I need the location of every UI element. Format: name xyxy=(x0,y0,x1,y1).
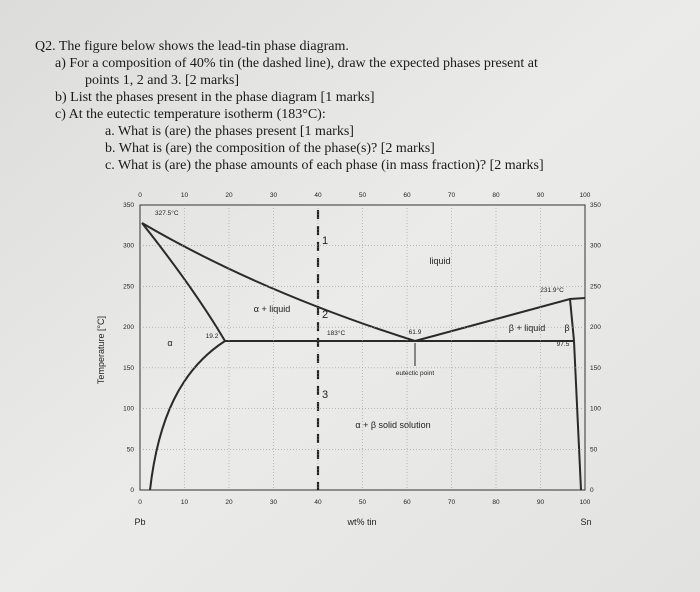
composition-tick-label: 10 xyxy=(181,192,189,199)
question: Q2. The figure below shows the lead-tin … xyxy=(35,39,544,173)
temperature-tick-label: 300 xyxy=(590,243,601,250)
right-end-label: Sn xyxy=(580,517,591,527)
composition-tick-label: 30 xyxy=(270,192,278,199)
temperature-tick-label: 100 xyxy=(123,406,134,413)
temperature-tick-label: 150 xyxy=(123,365,134,372)
question-title: Q2. The figure below shows the lead-tin … xyxy=(35,39,349,54)
temperature-tick-label: 250 xyxy=(123,283,134,290)
label: 97.5 xyxy=(557,341,570,348)
label: 231.9°C xyxy=(540,286,564,294)
temperature-tick-label: 200 xyxy=(590,324,601,331)
question-line: points 1, 2 and 3. [2 marks] xyxy=(85,73,239,88)
temperature-tick-label: 0 xyxy=(590,487,594,494)
label: α xyxy=(167,338,172,348)
alpha-solvus xyxy=(149,340,226,491)
composition-tick-label: 90 xyxy=(537,192,545,199)
composition-tick-label: 40 xyxy=(314,192,322,199)
composition-tick-label: 0 xyxy=(138,499,142,506)
composition-tick-label: 10 xyxy=(181,499,189,506)
question-line: b) List the phases present in the phase … xyxy=(55,90,375,105)
label: β xyxy=(564,323,569,333)
composition-tick-label: 100 xyxy=(580,499,591,506)
phase-diagram: 327.5°C liquid α + liquid 1 2 3 183°C 61… xyxy=(96,192,601,527)
temperature-tick-label: 250 xyxy=(590,283,601,290)
beta-solvus xyxy=(573,340,582,491)
question-line: b. What is (are) the composition of the … xyxy=(105,141,435,156)
composition-tick-label: 20 xyxy=(225,192,233,199)
composition-tick-label: 90 xyxy=(537,499,545,506)
label: α + β solid solution xyxy=(355,420,430,430)
label: 19.2 xyxy=(206,333,219,340)
composition-tick-label: 0 xyxy=(138,192,142,199)
composition-tick-label: 20 xyxy=(225,499,233,506)
temperature-tick-label: 50 xyxy=(127,446,135,453)
alpha-solidus xyxy=(141,222,226,342)
composition-tick-label: 100 xyxy=(580,192,591,199)
temperature-tick-label: 100 xyxy=(590,406,601,413)
composition-tick-label: 30 xyxy=(270,499,278,506)
label: eutectic point xyxy=(396,370,434,377)
question-line: c) At the eutectic temperature isotherm … xyxy=(55,107,326,122)
composition-tick-label: 50 xyxy=(359,499,367,506)
temperature-tick-label: 50 xyxy=(590,446,598,453)
question-line: a) For a composition of 40% tin (the das… xyxy=(55,56,538,71)
x-axis-label: wt% tin xyxy=(346,517,376,527)
left-end-label: Pb xyxy=(134,517,145,527)
label: 2 xyxy=(322,309,328,321)
temperature-tick-label: 150 xyxy=(590,365,601,372)
composition-tick-label: 70 xyxy=(448,499,456,506)
composition-tick-label: 60 xyxy=(403,499,411,506)
composition-tick-label: 40 xyxy=(314,499,322,506)
temperature-tick-label: 200 xyxy=(123,324,134,331)
composition-tick-label: 80 xyxy=(492,499,500,506)
label: 327.5°C xyxy=(155,209,179,217)
label: 183°C xyxy=(327,329,345,337)
label: 1 xyxy=(322,235,328,247)
label: β + liquid xyxy=(509,323,545,333)
label: 3 xyxy=(322,389,328,401)
composition-tick-label: 70 xyxy=(448,192,456,199)
question-line: c. What is (are) the phase amounts of ea… xyxy=(105,158,544,173)
label: α + liquid xyxy=(254,304,290,314)
temperature-tick-label: 300 xyxy=(123,243,134,250)
temperature-tick-label: 0 xyxy=(130,487,134,494)
liquidus-left xyxy=(141,222,416,342)
label: 61.9 xyxy=(409,329,422,336)
composition-tick-label: 60 xyxy=(403,192,411,199)
y-axis-label: Temperature [°C] xyxy=(96,316,106,384)
temperature-tick-label: 350 xyxy=(590,202,601,209)
composition-tick-label: 80 xyxy=(492,192,500,199)
question-line: a. What is (are) the phases present [1 m… xyxy=(105,124,354,139)
label: liquid xyxy=(429,256,450,266)
composition-tick-label: 50 xyxy=(359,192,367,199)
temperature-tick-label: 350 xyxy=(123,202,134,209)
beta-solidus xyxy=(569,298,575,342)
